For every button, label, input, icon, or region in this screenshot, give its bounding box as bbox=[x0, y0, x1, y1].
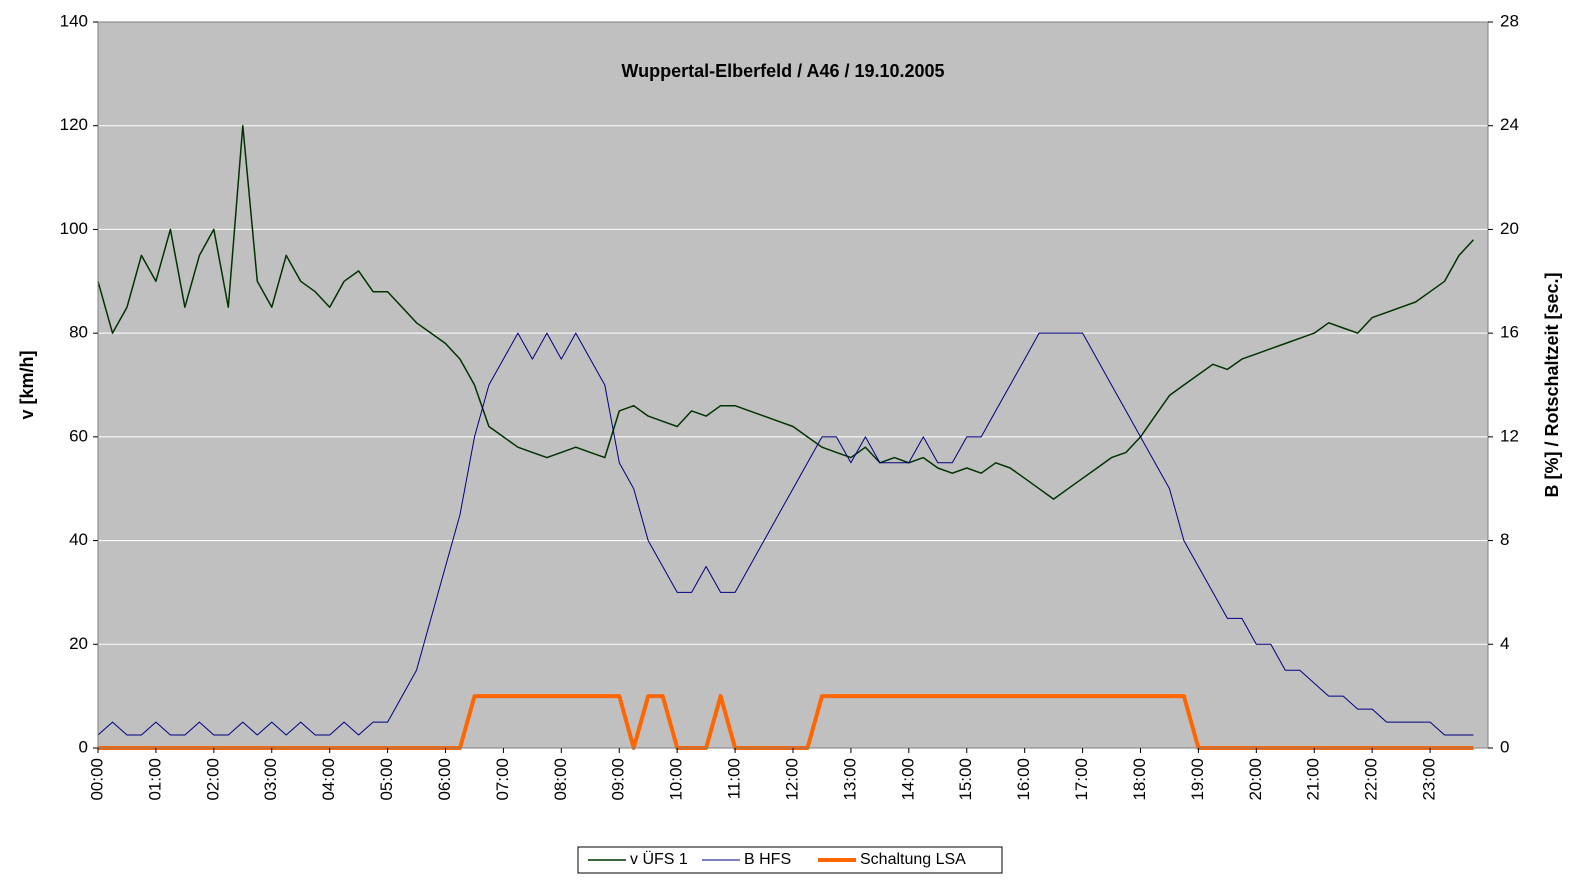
y-tick-label: 0 bbox=[79, 737, 88, 756]
y-tick-label: 100 bbox=[60, 219, 88, 238]
legend-label: v ÜFS 1 bbox=[630, 850, 688, 868]
y-tick-label: 80 bbox=[69, 323, 88, 342]
y2-tick-label: 24 bbox=[1500, 115, 1519, 134]
y-tick-label: 120 bbox=[60, 115, 88, 134]
legend bbox=[577, 846, 1003, 874]
legend-label: Schaltung LSA bbox=[860, 851, 966, 868]
y-axis-title: v [km/h] bbox=[17, 350, 37, 419]
series-line bbox=[97, 332, 1474, 736]
x-tick-label: 22:00 bbox=[1362, 758, 1381, 801]
x-tick-label: 06:00 bbox=[435, 758, 454, 801]
x-tick-label: 18:00 bbox=[1130, 758, 1149, 801]
x-tick-label: 19:00 bbox=[1188, 758, 1207, 801]
y2-tick-label: 12 bbox=[1500, 426, 1519, 445]
x-tick-label: 03:00 bbox=[261, 758, 280, 801]
x-tick-label: 09:00 bbox=[609, 758, 628, 801]
x-tick-label: 01:00 bbox=[145, 758, 164, 801]
x-tick-label: 14:00 bbox=[898, 758, 917, 801]
y2-tick-label: 4 bbox=[1500, 634, 1509, 653]
y2-tick-label: 16 bbox=[1500, 323, 1519, 342]
x-tick-label: 16:00 bbox=[1014, 758, 1033, 801]
x-tick-label: 00:00 bbox=[87, 758, 106, 801]
x-tick-label: 11:00 bbox=[725, 758, 744, 799]
y2-tick-label: 0 bbox=[1500, 737, 1509, 756]
y-tick-label: 60 bbox=[69, 426, 88, 445]
y-tick-label: 40 bbox=[69, 530, 88, 549]
y2-tick-label: 8 bbox=[1500, 530, 1509, 549]
legend-label: B HFS bbox=[744, 851, 791, 868]
x-tick-label: 13:00 bbox=[840, 758, 859, 801]
y2-axis-title: B [%] / Rotschaltzeit [sec.] bbox=[1542, 272, 1562, 497]
x-tick-label: 23:00 bbox=[1420, 758, 1439, 801]
x-tick-label: 05:00 bbox=[377, 758, 396, 801]
x-tick-label: 17:00 bbox=[1072, 758, 1091, 801]
x-tick-label: 07:00 bbox=[493, 758, 512, 801]
x-tick-label: 20:00 bbox=[1246, 758, 1265, 801]
x-tick-label: 10:00 bbox=[667, 758, 686, 801]
x-tick-label: 04:00 bbox=[319, 758, 338, 801]
y-tick-label: 20 bbox=[69, 634, 88, 653]
chart-title: Wuppertal-Elberfeld / A46 / 19.10.2005 bbox=[621, 61, 944, 81]
x-tick-label: 21:00 bbox=[1304, 758, 1323, 801]
series-line bbox=[97, 124, 1475, 500]
x-tick-label: 08:00 bbox=[551, 758, 570, 801]
x-tick-label: 15:00 bbox=[956, 758, 975, 801]
y-tick-label: 140 bbox=[60, 11, 88, 30]
plot-area bbox=[98, 22, 1488, 748]
y2-tick-label: 20 bbox=[1500, 219, 1519, 238]
x-tick-label: 12:00 bbox=[782, 758, 801, 801]
y2-tick-label: 28 bbox=[1500, 11, 1519, 30]
x-tick-label: 02:00 bbox=[203, 758, 222, 801]
